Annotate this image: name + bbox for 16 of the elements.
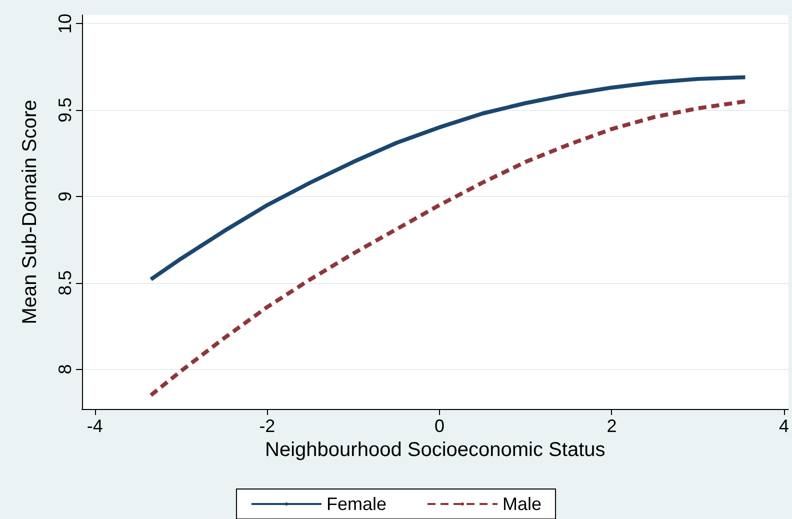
y-tick-label: 8 [55,364,75,374]
x-tick-label: 2 [606,416,617,436]
y-tick-label: 8.5 [55,270,75,296]
y-axis-title: Mean Sub-Domain Score [19,100,41,324]
x-tick-label: -4 [86,416,103,436]
y-tick-label: 9.5 [55,98,75,123]
line-series [148,99,748,398]
x-tick-label: 0 [434,416,444,436]
x-axis-title: Neighbourhood Socioeconomic Status [265,438,606,461]
x-tick-label: 4 [778,416,789,436]
legend-label: Male [502,494,542,514]
line-series [148,75,748,282]
y-tick-label: 10 [55,14,75,34]
x-tick-label: -2 [259,416,276,436]
y-tick-label: 9 [55,191,75,202]
legend-label: Female [326,494,387,514]
